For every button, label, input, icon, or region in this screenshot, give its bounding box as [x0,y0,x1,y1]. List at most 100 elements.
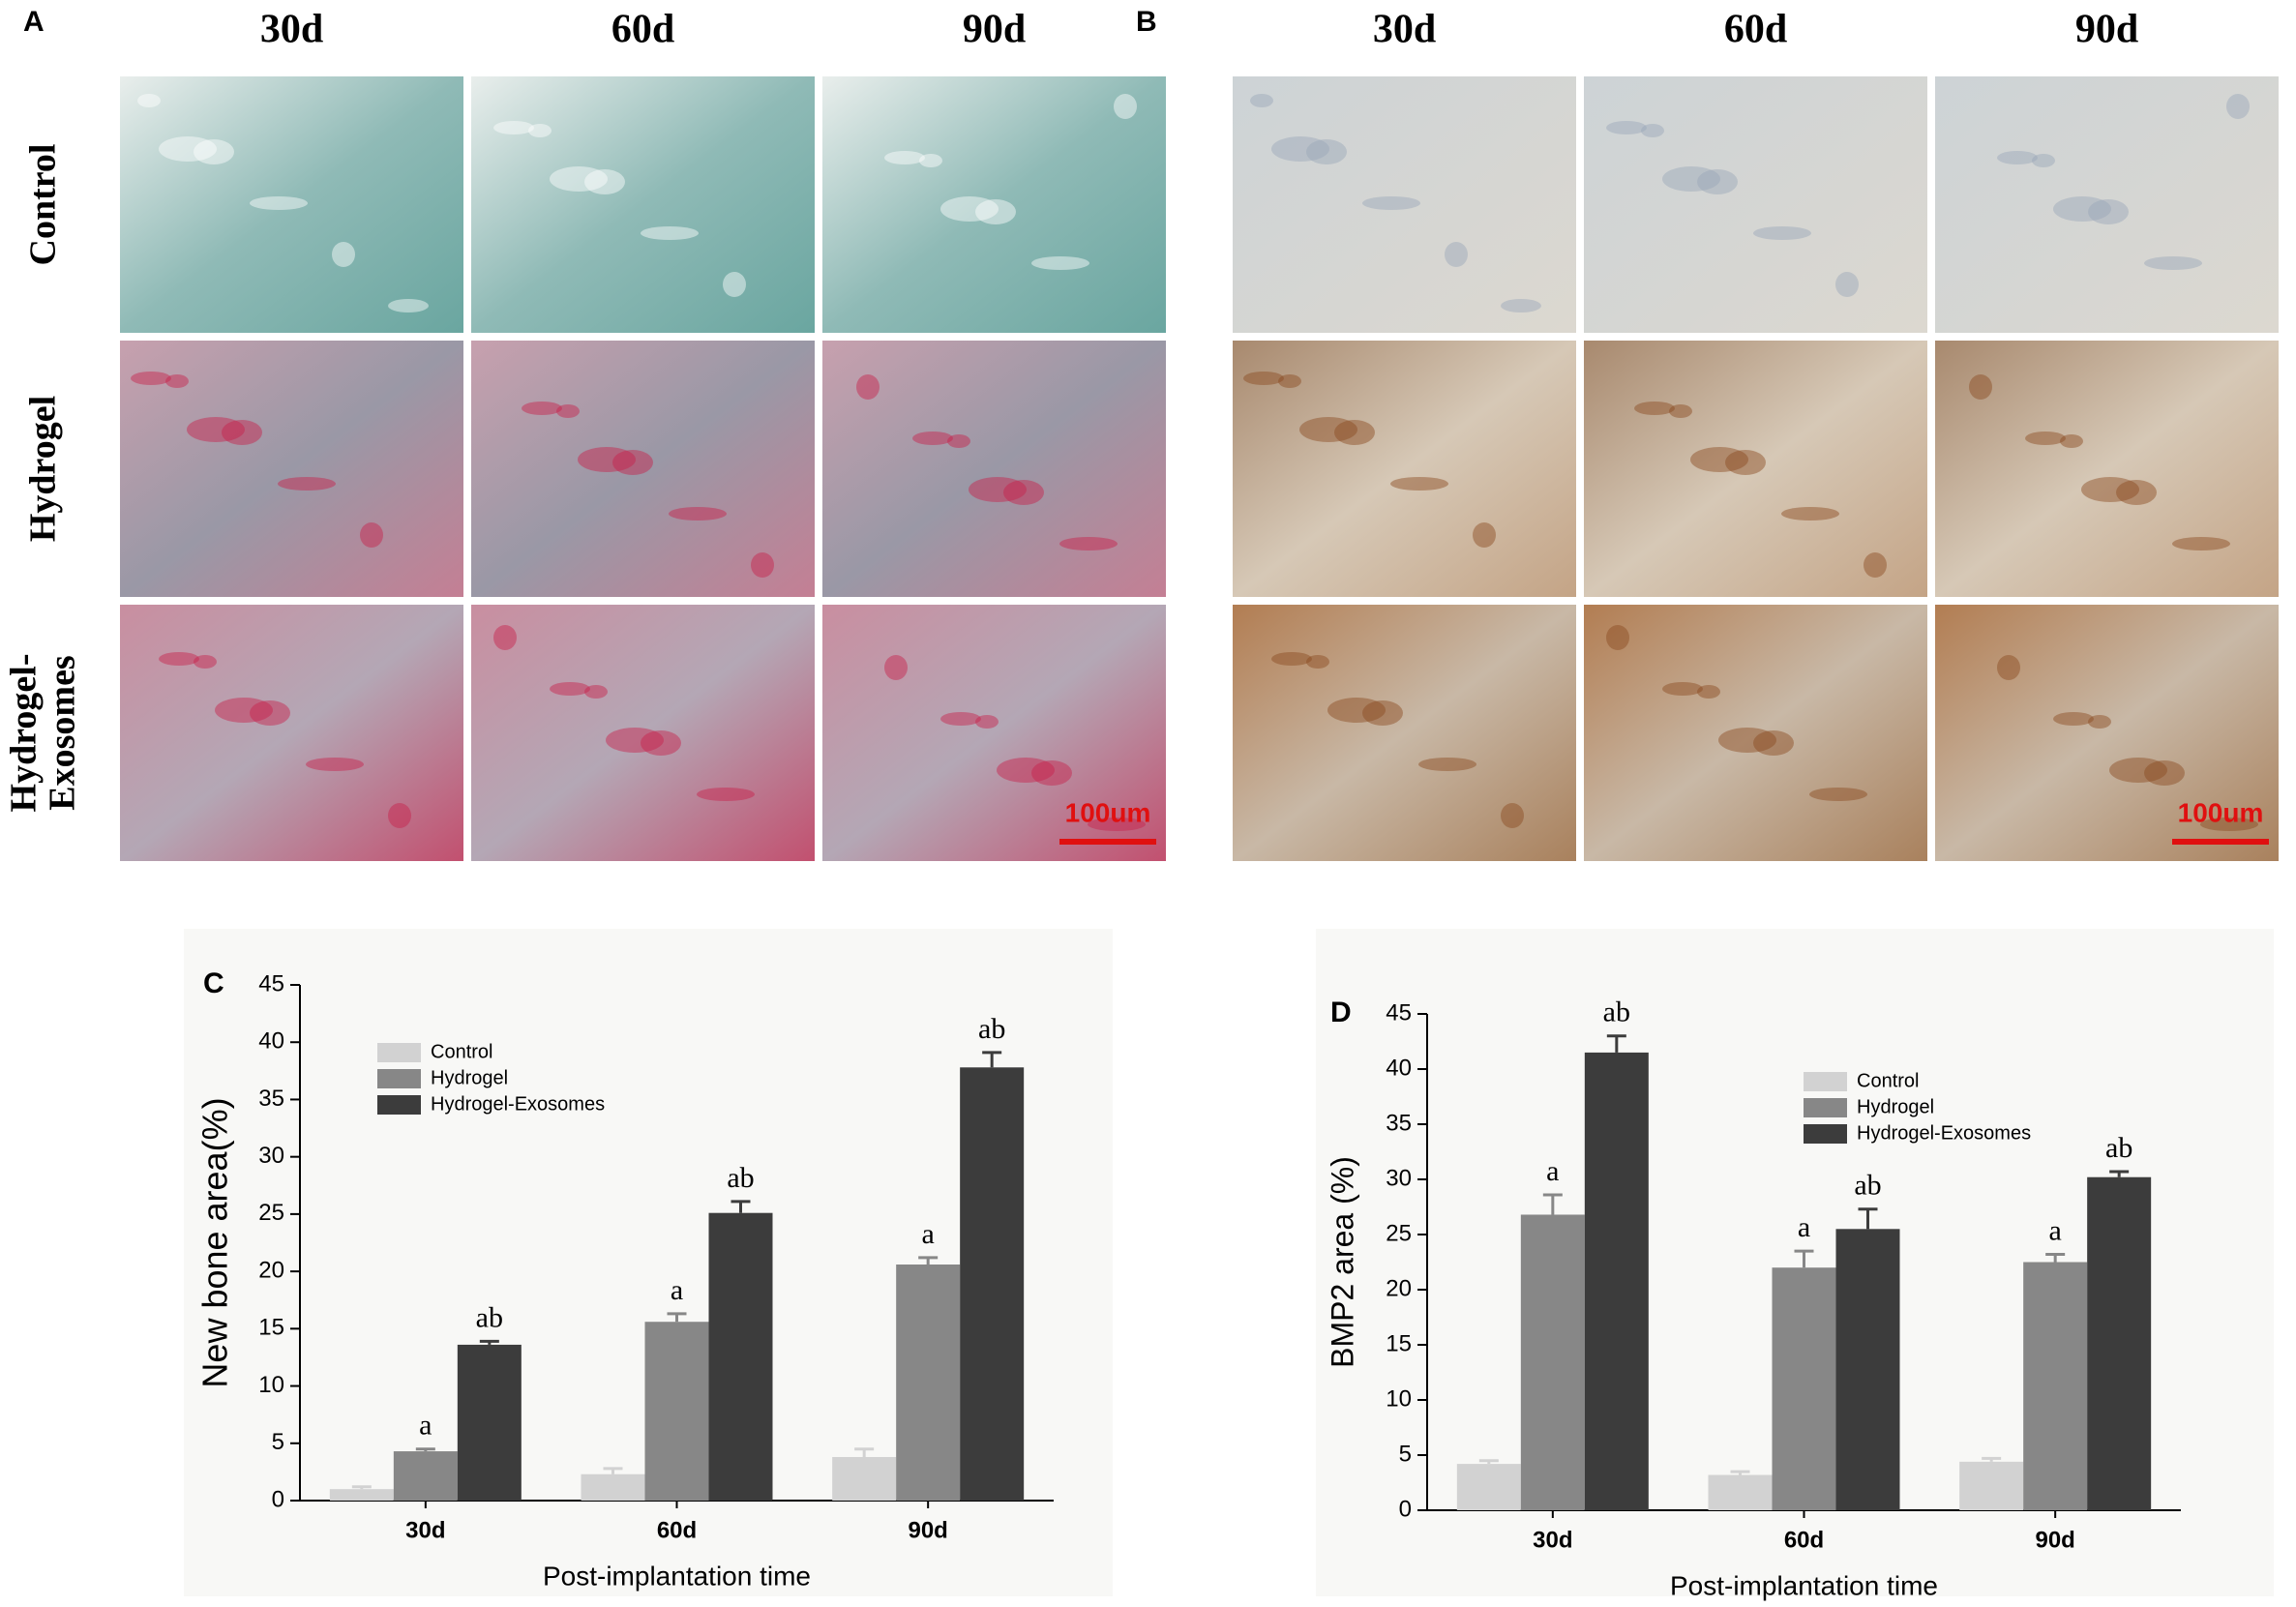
bar [832,1456,897,1501]
micrograph [1233,341,1576,597]
tissue-feature [1690,447,1748,472]
bar [708,1212,773,1501]
significance-label: a [419,1410,432,1442]
bar [2023,1262,2088,1510]
micrograph [471,341,815,597]
column-heading: 30d [1373,8,1436,52]
tissue-feature [1306,655,1329,669]
tissue-feature [1997,151,2038,164]
bar [581,1473,645,1501]
tissue-feature [1088,818,1146,831]
tissue-feature [2144,256,2202,270]
legend-label: Hydrogel [431,1067,508,1088]
tissue-feature [2172,537,2230,551]
micrograph [1935,76,2279,333]
micrograph [1233,76,1576,333]
tissue-feature [884,655,908,680]
tissue-feature [165,374,189,388]
tissue-feature [1362,700,1403,726]
y-tick-label: 35 [258,1086,284,1112]
micrograph [1584,605,1927,861]
y-tick-label: 10 [258,1372,284,1398]
tissue-feature [1390,477,1448,491]
tissue-feature [606,728,664,753]
y-axis-label: BMP2 area (%) [1325,1156,1359,1368]
y-tick-label: 15 [258,1315,284,1341]
bar [644,1322,709,1501]
row-label: Control [23,144,64,266]
tissue-feature [997,758,1055,783]
tissue-feature [2053,712,2094,726]
tissue-feature [1718,728,1776,753]
y-tick-label: 30 [1386,1165,1412,1191]
tissue-feature [1781,507,1839,521]
legend-swatch [377,1043,421,1062]
x-axis-label: Post-implantation time [1670,1570,1938,1600]
tissue-feature [1501,803,1524,828]
row-label: Hydrogel [23,396,64,542]
micrograph [822,341,1166,597]
tissue-feature [1634,402,1675,415]
tissue-feature [1059,537,1118,551]
tissue-feature [556,404,580,418]
bar [1520,1214,1585,1510]
y-tick-label: 30 [258,1143,284,1169]
tissue-feature [723,272,746,297]
micrograph [1935,341,2279,597]
tissue-feature [1306,139,1347,164]
tissue-feature [1334,420,1375,445]
legend-label: Hydrogel-Exosomes [431,1093,605,1115]
micrograph [471,605,815,861]
x-tick-label: 60d [657,1517,697,1543]
tissue-feature [159,136,217,162]
legend-label: Control [1857,1070,1919,1091]
tissue-feature [1003,480,1044,505]
tissue-feature [1114,94,1137,119]
tissue-feature [884,151,925,164]
legend-swatch [377,1095,421,1115]
tissue-feature [2025,432,2066,445]
significance-label: ab [476,1301,503,1333]
tissue-feature [1864,552,1887,578]
tissue-feature [641,226,699,240]
tissue-feature [550,166,608,192]
tissue-feature [1725,450,1766,475]
x-tick-label: 90d [908,1517,947,1543]
tissue-feature [2109,758,2167,783]
y-tick-label: 0 [272,1486,284,1512]
tissue-feature [1271,136,1329,162]
bar [1835,1229,1900,1510]
tissue-feature [2053,196,2111,222]
tissue-feature [1278,374,1301,388]
tissue-feature [856,374,880,400]
tissue-feature [578,447,636,472]
tissue-feature [1606,121,1647,134]
micrograph [822,605,1166,861]
tissue-feature [1418,758,1476,771]
tissue-feature [388,803,411,828]
legend-swatch [377,1069,421,1088]
tissue-feature [612,450,653,475]
tissue-feature [332,242,355,267]
x-tick-label: 60d [1784,1527,1824,1553]
bar [2087,1176,2152,1510]
tissue-feature [360,522,383,548]
tissue-feature [940,196,999,222]
bar [1959,1461,2024,1510]
tissue-feature [1835,272,1859,297]
panel-label: B [1136,6,1157,38]
y-axis-label: New bone area(%) [195,1097,235,1387]
significance-label: ab [1603,997,1630,1028]
significance-label: a [1546,1155,1559,1187]
tissue-feature [947,434,970,448]
row-label: Hydrogel- [4,654,45,813]
tissue-feature [1501,299,1541,312]
tissue-feature [1362,196,1420,210]
tissue-feature [2226,94,2250,119]
tissue-feature [528,124,552,137]
bar [960,1067,1025,1501]
tissue-feature [306,758,364,771]
tissue-feature [1753,730,1794,756]
significance-label: ab [727,1162,754,1194]
